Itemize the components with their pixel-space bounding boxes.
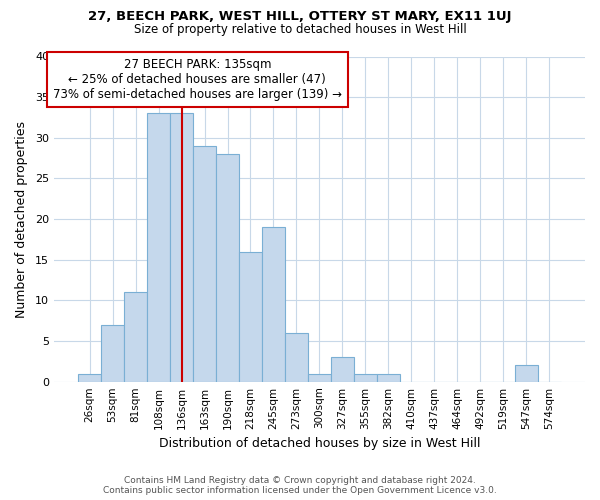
Text: Contains HM Land Registry data © Crown copyright and database right 2024.
Contai: Contains HM Land Registry data © Crown c… [103, 476, 497, 495]
Bar [101, 325, 124, 382]
X-axis label: Distribution of detached houses by size in West Hill: Distribution of detached houses by size … [159, 437, 480, 450]
Bar [170, 114, 193, 382]
Text: Size of property relative to detached houses in West Hill: Size of property relative to detached ho… [134, 22, 466, 36]
Y-axis label: Number of detached properties: Number of detached properties [15, 120, 28, 318]
Bar [377, 374, 400, 382]
Bar [147, 114, 170, 382]
Bar [515, 366, 538, 382]
Bar [331, 358, 354, 382]
Text: 27 BEECH PARK: 135sqm
← 25% of detached houses are smaller (47)
73% of semi-deta: 27 BEECH PARK: 135sqm ← 25% of detached … [53, 58, 342, 101]
Bar [78, 374, 101, 382]
Bar [285, 333, 308, 382]
Bar [308, 374, 331, 382]
Text: 27, BEECH PARK, WEST HILL, OTTERY ST MARY, EX11 1UJ: 27, BEECH PARK, WEST HILL, OTTERY ST MAR… [88, 10, 512, 23]
Bar [124, 292, 147, 382]
Bar [262, 227, 285, 382]
Bar [354, 374, 377, 382]
Bar [239, 252, 262, 382]
Bar [193, 146, 216, 382]
Bar [216, 154, 239, 382]
